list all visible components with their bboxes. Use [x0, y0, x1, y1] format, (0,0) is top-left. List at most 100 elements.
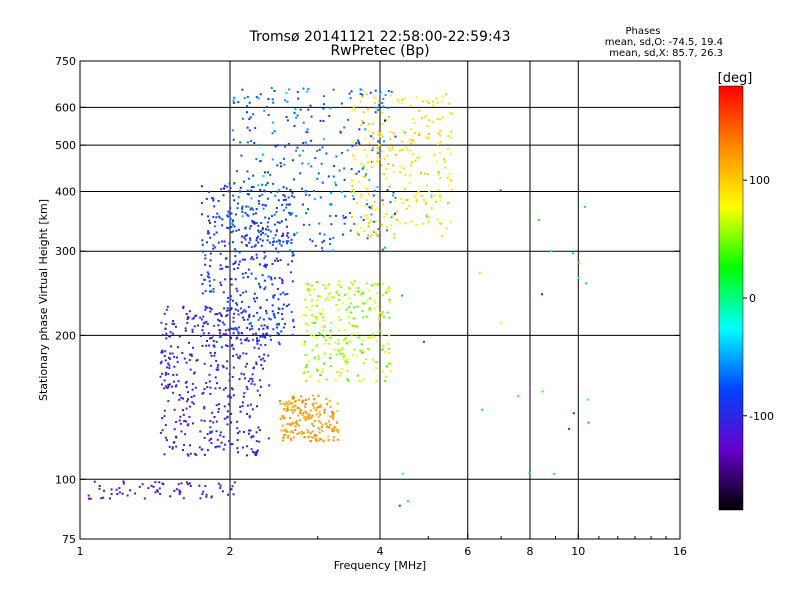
data-point [387, 290, 390, 293]
data-point [163, 453, 166, 456]
data-point [249, 225, 252, 227]
data-point [229, 335, 232, 337]
data-point [336, 402, 339, 405]
data-point [237, 451, 239, 454]
data-point [178, 398, 181, 401]
data-point [296, 422, 298, 425]
data-point [307, 414, 310, 417]
data-point [226, 266, 229, 268]
data-point [255, 253, 258, 256]
data-point [100, 497, 103, 500]
data-point [418, 134, 421, 136]
data-point [217, 200, 220, 202]
data-point [381, 102, 384, 104]
data-point [425, 100, 428, 103]
data-point [332, 417, 335, 420]
data-point [255, 363, 258, 366]
data-point [244, 238, 247, 241]
data-point [377, 228, 380, 231]
data-point [181, 352, 184, 354]
data-point [192, 346, 194, 349]
data-point [209, 351, 212, 354]
data-point [389, 149, 391, 152]
data-point [264, 263, 267, 266]
data-point [225, 265, 227, 268]
data-point [410, 161, 413, 164]
data-point [260, 324, 263, 327]
data-point [285, 206, 288, 209]
colorbar-label: [deg] [718, 71, 753, 86]
data-point [263, 251, 266, 254]
data-point [287, 203, 290, 206]
data-point [373, 229, 376, 232]
data-point [372, 336, 375, 339]
data-point [311, 404, 314, 407]
data-point [209, 310, 212, 313]
data-point [262, 357, 265, 360]
data-point [340, 367, 343, 370]
data-point [285, 305, 288, 308]
data-point [375, 106, 378, 109]
data-point [177, 380, 180, 383]
data-point [376, 133, 379, 136]
data-point [175, 325, 177, 328]
data-point [220, 188, 223, 191]
data-point [165, 385, 167, 388]
data-point [264, 190, 267, 193]
data-point [187, 423, 190, 426]
data-point [335, 303, 338, 306]
data-point [281, 235, 283, 237]
data-point [289, 212, 292, 214]
data-point [371, 122, 374, 125]
data-point [418, 132, 421, 135]
data-point [282, 429, 285, 432]
data-point [202, 490, 205, 493]
data-point [212, 334, 214, 337]
data-point [286, 234, 288, 237]
data-point [307, 398, 310, 401]
data-point [198, 446, 201, 449]
data-point [185, 420, 187, 423]
data-point [287, 236, 290, 239]
data-point [258, 202, 261, 205]
data-point [87, 497, 90, 500]
data-point [241, 88, 244, 91]
data-point [361, 93, 364, 96]
data-point [364, 187, 367, 190]
data-point [229, 421, 232, 424]
data-point [255, 452, 258, 455]
data-point [428, 190, 431, 193]
data-point [422, 199, 425, 202]
data-point [257, 241, 260, 244]
data-point [236, 427, 239, 430]
data-point [322, 308, 325, 311]
data-point [276, 331, 279, 334]
data-point [290, 311, 293, 313]
data-point [304, 130, 307, 133]
data-point [405, 207, 408, 210]
data-point [269, 318, 272, 321]
x-tick-label: 1 [77, 545, 84, 558]
data-point [367, 336, 370, 339]
data-point [304, 366, 307, 369]
data-point [368, 142, 371, 145]
data-point [424, 114, 427, 117]
data-point [406, 500, 409, 503]
x-axis-label: Frequency [MHz] [334, 559, 426, 572]
data-point [167, 356, 170, 359]
data-point [276, 326, 278, 329]
data-point [366, 108, 369, 111]
data-point [246, 95, 249, 98]
data-point [368, 309, 371, 312]
data-point [415, 200, 418, 203]
data-point [347, 316, 350, 319]
data-point [204, 485, 207, 488]
data-point [370, 207, 373, 210]
data-point [296, 90, 299, 93]
data-point [243, 373, 245, 376]
data-point [408, 182, 411, 185]
data-point [448, 102, 451, 105]
data-point [304, 193, 307, 196]
data-point [238, 378, 241, 381]
data-point [203, 436, 206, 439]
